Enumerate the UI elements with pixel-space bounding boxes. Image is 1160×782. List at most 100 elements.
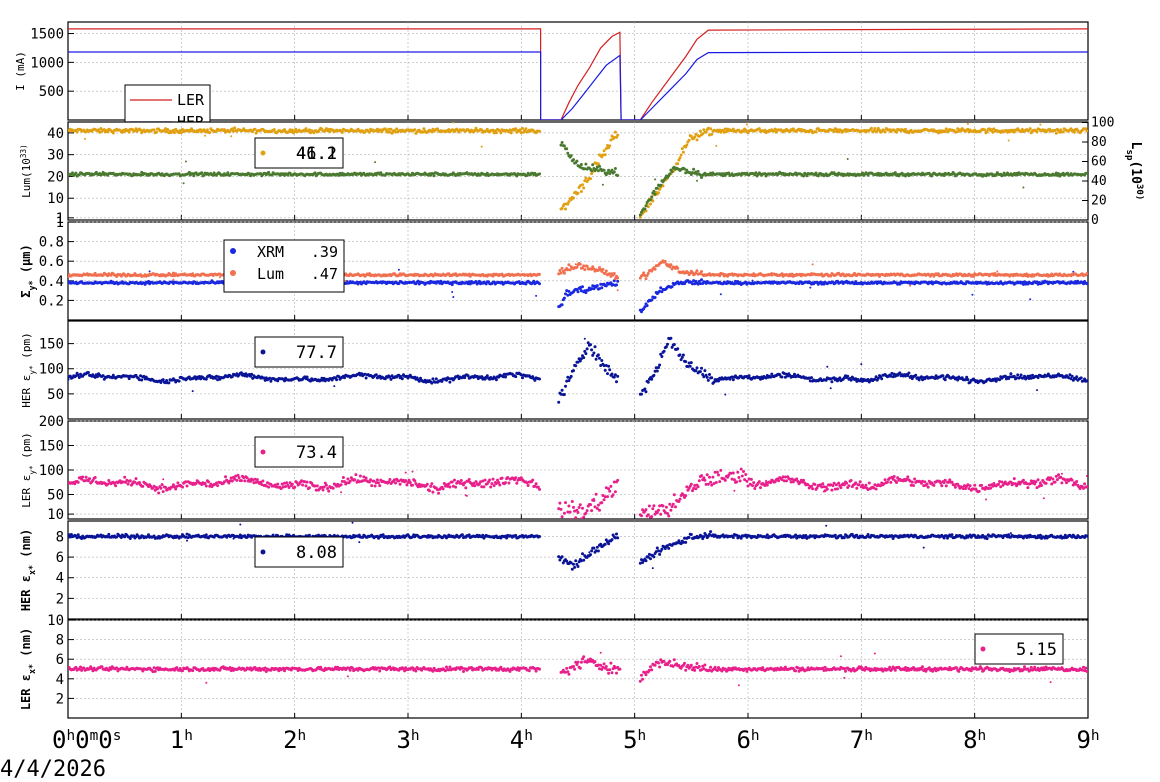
data-point bbox=[98, 130, 102, 134]
data-point bbox=[309, 379, 312, 383]
y-right-tick-label: 20 bbox=[1091, 193, 1107, 208]
data-point bbox=[670, 285, 674, 289]
data-point bbox=[404, 479, 408, 483]
data-point bbox=[1067, 376, 1071, 380]
data-point bbox=[700, 270, 703, 273]
data-point bbox=[331, 486, 335, 490]
data-point bbox=[101, 170, 105, 174]
data-point bbox=[889, 374, 893, 378]
legend-value: 77.7 bbox=[296, 343, 337, 363]
data-point bbox=[589, 343, 592, 347]
data-point bbox=[1035, 280, 1039, 284]
data-point bbox=[436, 488, 439, 492]
data-point bbox=[475, 374, 479, 378]
data-point bbox=[807, 376, 811, 380]
data-point bbox=[603, 153, 607, 157]
data-point bbox=[413, 128, 417, 132]
data-point bbox=[400, 377, 404, 381]
data-point bbox=[613, 373, 617, 377]
data-point bbox=[906, 374, 910, 377]
data-point bbox=[873, 377, 877, 381]
data-point bbox=[596, 162, 600, 166]
data-point bbox=[591, 284, 595, 288]
data-point bbox=[279, 487, 283, 491]
data-point bbox=[450, 283, 454, 287]
data-point bbox=[598, 287, 601, 291]
data-point bbox=[584, 176, 588, 180]
data-point bbox=[688, 364, 692, 368]
data-point bbox=[1035, 130, 1039, 134]
data-point bbox=[184, 480, 188, 484]
data-point bbox=[244, 372, 248, 376]
data-point bbox=[608, 144, 612, 148]
data-point bbox=[596, 353, 600, 357]
data-point bbox=[693, 282, 697, 286]
data-point bbox=[643, 274, 647, 277]
data-point bbox=[678, 353, 682, 357]
data-point bbox=[686, 365, 690, 368]
data-point bbox=[586, 288, 590, 292]
data-point bbox=[612, 272, 616, 275]
plot-frame bbox=[67, 121, 1089, 221]
data-point bbox=[354, 473, 358, 477]
data-point bbox=[596, 169, 600, 173]
data-point bbox=[208, 131, 212, 135]
data-point bbox=[706, 126, 710, 130]
data-point bbox=[1036, 376, 1040, 380]
data-point bbox=[74, 171, 78, 175]
data-point bbox=[337, 375, 341, 379]
data-point bbox=[562, 202, 566, 206]
data-point bbox=[644, 204, 648, 208]
data-point bbox=[670, 345, 674, 349]
data-point bbox=[91, 479, 95, 482]
data-point bbox=[652, 189, 656, 193]
data-point bbox=[1029, 298, 1032, 301]
data-point bbox=[473, 484, 477, 488]
data-point bbox=[876, 272, 880, 276]
data-point bbox=[483, 478, 487, 482]
data-point bbox=[582, 264, 586, 268]
data-point bbox=[485, 171, 489, 175]
data-point bbox=[933, 377, 937, 380]
legend-marker bbox=[230, 270, 236, 276]
data-point bbox=[557, 400, 561, 404]
data-point bbox=[229, 476, 233, 480]
data-point bbox=[491, 477, 495, 481]
data-point bbox=[261, 479, 265, 483]
data-point bbox=[156, 487, 159, 491]
legend-value: 41.2 bbox=[296, 144, 337, 164]
data-point bbox=[646, 271, 650, 275]
data-point bbox=[508, 128, 512, 132]
data-point bbox=[612, 170, 616, 174]
data-point bbox=[305, 480, 309, 484]
data-point bbox=[239, 479, 243, 483]
data-point bbox=[324, 483, 328, 487]
data-point bbox=[722, 130, 726, 134]
data-point bbox=[593, 345, 597, 349]
data-point bbox=[184, 160, 187, 163]
data-point bbox=[583, 337, 586, 340]
data-point bbox=[276, 379, 280, 383]
data-point bbox=[985, 130, 989, 134]
data-point bbox=[77, 376, 81, 379]
data-point bbox=[209, 482, 213, 486]
data-point bbox=[1070, 374, 1074, 378]
data-point bbox=[941, 374, 945, 378]
data-point bbox=[372, 479, 376, 483]
data-point bbox=[581, 285, 584, 289]
data-point bbox=[691, 282, 694, 286]
data-point bbox=[1057, 172, 1060, 176]
data-point bbox=[216, 378, 220, 382]
data-point bbox=[581, 183, 584, 187]
data-point bbox=[663, 259, 667, 263]
data-point bbox=[568, 268, 572, 272]
data-point bbox=[849, 378, 853, 382]
data-point bbox=[164, 485, 167, 489]
data-point bbox=[284, 485, 288, 488]
data-point bbox=[893, 171, 897, 175]
data-point bbox=[763, 128, 767, 132]
data-point bbox=[203, 481, 207, 485]
data-point bbox=[286, 483, 290, 487]
data-point bbox=[464, 486, 468, 490]
